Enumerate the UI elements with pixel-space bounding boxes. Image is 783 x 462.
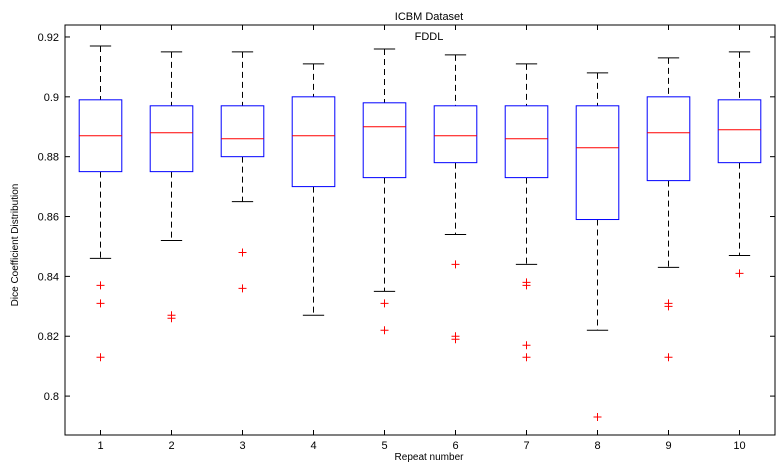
y-tick-label: 0.9 — [44, 92, 59, 104]
plot-area: 0.8 0.82 0.84 0.86 0.88 0.9 0.92 1 2 3 4 5 6 7 8 9 10 — [38, 24, 776, 452]
box-iqr — [291, 96, 336, 188]
y-tick-label: 0.82 — [38, 331, 59, 343]
y-axis-label: Dice Coefficient Distribution — [10, 184, 21, 307]
outlier-marker — [380, 299, 389, 308]
outlier-marker — [735, 269, 744, 278]
outlier-marker — [593, 413, 602, 422]
x-tick-label: 4 — [310, 440, 316, 452]
x-tick-label: 5 — [381, 440, 387, 452]
outlier-marker — [238, 248, 247, 257]
x-tick-label: 7 — [523, 440, 529, 452]
box-iqr — [433, 105, 478, 164]
outlier-marker — [522, 281, 531, 290]
outlier-marker — [380, 326, 389, 335]
x-tick-label: 2 — [168, 440, 174, 452]
outlier-marker — [96, 281, 105, 290]
y-tick-label: 0.8 — [44, 391, 59, 403]
x-tick-label: 10 — [733, 440, 745, 452]
box-iqr — [220, 105, 265, 158]
box-iqr — [362, 102, 407, 179]
outlier-marker — [522, 341, 531, 350]
box-iqr — [646, 96, 691, 182]
outlier-marker — [238, 284, 247, 293]
x-tick-label: 6 — [452, 440, 458, 452]
outlier-marker — [96, 299, 105, 308]
chart-subtitle: FDDL — [415, 31, 444, 43]
outlier-marker — [664, 353, 673, 362]
y-tick-label: 0.86 — [38, 212, 59, 224]
x-axis-label: Repeat number — [395, 452, 465, 462]
outlier-marker — [664, 302, 673, 311]
outlier-marker — [96, 353, 105, 362]
outlier-marker — [451, 260, 460, 269]
outlier-marker — [451, 335, 460, 344]
y-tick-label: 0.84 — [38, 271, 59, 283]
box-iqr — [717, 99, 762, 164]
plot-frame — [64, 24, 776, 436]
box-iqr — [149, 105, 194, 173]
x-tick-label: 9 — [665, 440, 671, 452]
outlier-marker — [167, 314, 176, 323]
x-tick-label: 3 — [239, 440, 245, 452]
chart-title: ICBM Dataset — [395, 11, 463, 23]
box-iqr — [575, 105, 620, 221]
y-tick-label: 0.88 — [38, 152, 59, 164]
outlier-marker — [522, 353, 531, 362]
x-tick-label: 1 — [97, 440, 103, 452]
box-iqr — [504, 105, 549, 179]
x-tick-label: 8 — [594, 440, 600, 452]
y-tick-label: 0.92 — [38, 32, 59, 44]
